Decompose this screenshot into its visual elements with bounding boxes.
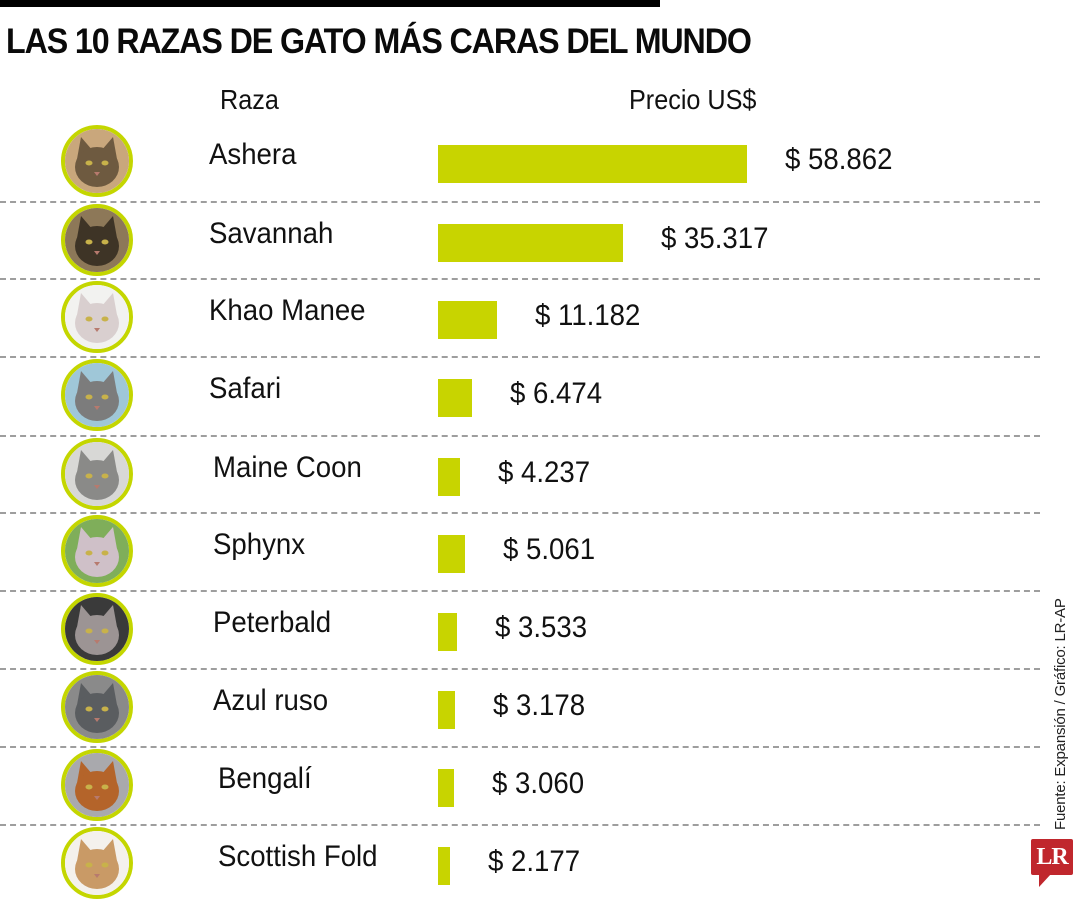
row-divider	[0, 512, 1040, 514]
breed-label: Peterbald	[213, 606, 332, 639]
price-label: $ 3.060	[492, 767, 585, 800]
price-label: $ 3.533	[495, 611, 588, 644]
breed-label: Sphynx	[213, 528, 306, 561]
khao-manee-cat-avatar-icon	[61, 281, 133, 353]
price-bar	[438, 379, 472, 417]
price-label: $ 11.182	[535, 299, 641, 332]
chart-title: LAS 10 RAZAS DE GATO MÁS CARAS DEL MUNDO	[6, 22, 752, 61]
cat-face-icon	[65, 129, 129, 193]
price-label: $ 3.178	[493, 689, 586, 722]
safari-cat-avatar-icon	[61, 359, 133, 431]
row-divider	[0, 590, 1040, 592]
breed-label: Bengalí	[218, 762, 312, 795]
row-divider	[0, 278, 1040, 280]
price-bar	[438, 691, 455, 729]
row-divider	[0, 201, 1040, 203]
cat-face-icon	[65, 285, 129, 349]
title-accent-bar	[0, 0, 660, 7]
breed-label: Azul ruso	[213, 684, 329, 717]
source-credit: Fuente: Expansión / Gráfico: LR-AP	[1052, 598, 1069, 830]
row-divider	[0, 668, 1040, 670]
russian-blue-cat-avatar-icon	[61, 671, 133, 743]
price-label: $ 2.177	[488, 845, 581, 878]
price-label: $ 6.474	[510, 377, 603, 410]
price-bar	[438, 145, 747, 183]
price-label: $ 5.061	[503, 533, 596, 566]
row-divider	[0, 356, 1040, 358]
column-header-breed: Raza	[220, 84, 279, 115]
price-bar	[438, 224, 623, 262]
cat-face-icon	[65, 519, 129, 583]
breed-label: Maine Coon	[213, 451, 362, 484]
breed-label: Savannah	[209, 217, 334, 250]
savannah-cat-avatar-icon	[61, 204, 133, 276]
price-bar	[438, 458, 460, 496]
cat-face-icon	[65, 363, 129, 427]
cat-face-icon	[65, 831, 129, 895]
price-label: $ 58.862	[785, 143, 893, 176]
cat-face-icon	[65, 597, 129, 661]
price-bar	[438, 301, 497, 339]
sphynx-cat-avatar-icon	[61, 515, 133, 587]
cat-face-icon	[65, 208, 129, 272]
breed-label: Khao Manee	[209, 294, 366, 327]
price-label: $ 35.317	[661, 222, 769, 255]
breed-label: Scottish Fold	[218, 840, 378, 873]
price-bar	[438, 613, 457, 651]
cat-face-icon	[65, 442, 129, 506]
maine-coon-cat-avatar-icon	[61, 438, 133, 510]
column-header-price: Precio US$	[629, 84, 757, 115]
price-bar	[438, 535, 465, 573]
breed-label: Ashera	[209, 138, 297, 171]
price-bar	[438, 847, 450, 885]
price-bar	[438, 769, 454, 807]
row-divider	[0, 746, 1040, 748]
ashera-cat-avatar-icon	[61, 125, 133, 197]
row-divider	[0, 824, 1040, 826]
cat-face-icon	[65, 675, 129, 739]
price-label: $ 4.237	[498, 456, 591, 489]
breed-label: Safari	[209, 372, 282, 405]
lr-logo-icon: LR	[1031, 839, 1073, 887]
peterbald-cat-avatar-icon	[61, 593, 133, 665]
cat-face-icon	[65, 753, 129, 817]
scottish-fold-cat-avatar-icon	[61, 827, 133, 899]
bengal-cat-avatar-icon	[61, 749, 133, 821]
row-divider	[0, 435, 1040, 437]
